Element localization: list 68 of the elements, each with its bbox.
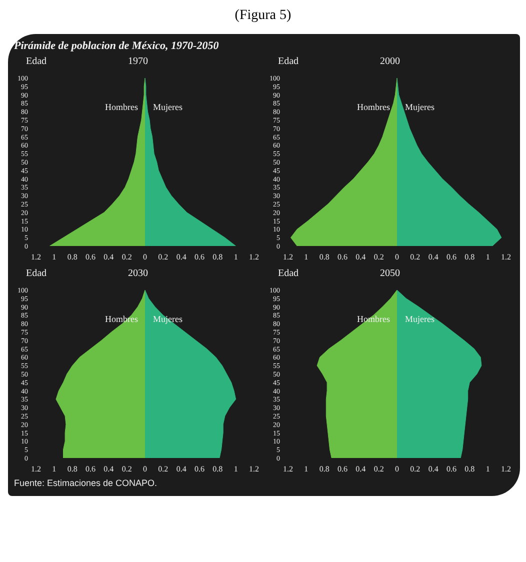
- x-tick-label: 0.2: [122, 252, 132, 262]
- x-tick-label: 0.2: [374, 252, 384, 262]
- series-label: Mujeres: [405, 314, 434, 324]
- text: Pirámide de poblacion de México, 1970-2050: [14, 40, 220, 52]
- x-tick-label: 1: [52, 252, 56, 262]
- x-tick-label: 0.8: [212, 252, 223, 262]
- x-tick-label: 0.8: [212, 464, 223, 474]
- x-tick-label: 0: [395, 464, 399, 474]
- x-tick-label: 1: [234, 464, 238, 474]
- x-tick-label: 1.2: [501, 464, 511, 474]
- source-note: Fuente: Estimaciones de CONAPO.: [14, 478, 158, 488]
- text: (Figura 5): [234, 8, 292, 24]
- x-tick-label: 1: [304, 464, 308, 474]
- x-tick-label: 1.2: [501, 252, 511, 262]
- x-tick-label: 1.2: [31, 252, 41, 262]
- chart-title: 2030: [128, 268, 148, 279]
- y-axis-title: Edad: [26, 56, 47, 67]
- series-label: Hombres: [357, 102, 390, 112]
- x-tick-label: 1.2: [283, 252, 293, 262]
- x-tick-label: 0.4: [176, 464, 186, 474]
- y-axis-title: Edad: [278, 56, 299, 67]
- chart-title: 1970: [128, 56, 148, 67]
- x-tick-label: 0.8: [319, 252, 330, 262]
- x-tick-label: 0.2: [122, 464, 132, 474]
- x-tick-label: 0.4: [356, 252, 366, 262]
- x-tick-label: 0.4: [176, 252, 186, 262]
- y-axis-title: Edad: [26, 268, 47, 279]
- x-tick-label: 0.6: [194, 252, 204, 262]
- x-tick-label: 0.4: [104, 464, 114, 474]
- series-label: Mujeres: [405, 102, 434, 112]
- x-tick-label: 0.8: [319, 464, 330, 474]
- x-tick-label: 0.4: [104, 252, 114, 262]
- x-tick-label: 1.2: [31, 464, 41, 474]
- x-tick-label: 0.4: [428, 252, 438, 262]
- y-axis-title: Edad: [278, 268, 299, 279]
- x-tick-label: 0.6: [338, 252, 348, 262]
- x-tick-label: 0.8: [464, 464, 475, 474]
- chart-title: 2000: [380, 56, 400, 67]
- x-tick-label: 0.4: [428, 464, 438, 474]
- x-tick-label: 0.6: [338, 464, 348, 474]
- x-tick-label: 0.6: [86, 464, 96, 474]
- x-tick-label: 0.2: [374, 464, 384, 474]
- x-tick-label: 0.6: [446, 464, 456, 474]
- x-tick-label: 0: [143, 464, 147, 474]
- x-tick-label: 1: [486, 464, 490, 474]
- x-tick-label: 0.8: [67, 252, 78, 262]
- series-label: Mujeres: [153, 102, 182, 112]
- x-tick-label: 1: [486, 252, 490, 262]
- x-tick-label: 0.2: [410, 252, 420, 262]
- x-tick-label: 1: [52, 464, 56, 474]
- x-tick-label: 1.2: [249, 464, 259, 474]
- x-tick-label: 1.2: [283, 464, 293, 474]
- x-tick-label: 0.2: [410, 464, 420, 474]
- x-tick-label: 0.2: [158, 464, 168, 474]
- x-tick-label: 0.2: [158, 252, 168, 262]
- x-tick-label: 1: [304, 252, 308, 262]
- x-tick-label: 0: [143, 252, 147, 262]
- x-tick-label: 0.8: [464, 252, 475, 262]
- x-tick-label: 1.2: [249, 252, 259, 262]
- x-tick-label: 0.4: [356, 464, 366, 474]
- x-tick-label: 1: [234, 252, 238, 262]
- x-tick-label: 0.6: [86, 252, 96, 262]
- chart-title: 2050: [380, 268, 400, 279]
- x-tick-label: 0.8: [67, 464, 78, 474]
- x-tick-label: 0.6: [194, 464, 204, 474]
- x-tick-label: 0: [395, 252, 399, 262]
- x-tick-label: 0.6: [446, 252, 456, 262]
- series-label: Hombres: [105, 102, 138, 112]
